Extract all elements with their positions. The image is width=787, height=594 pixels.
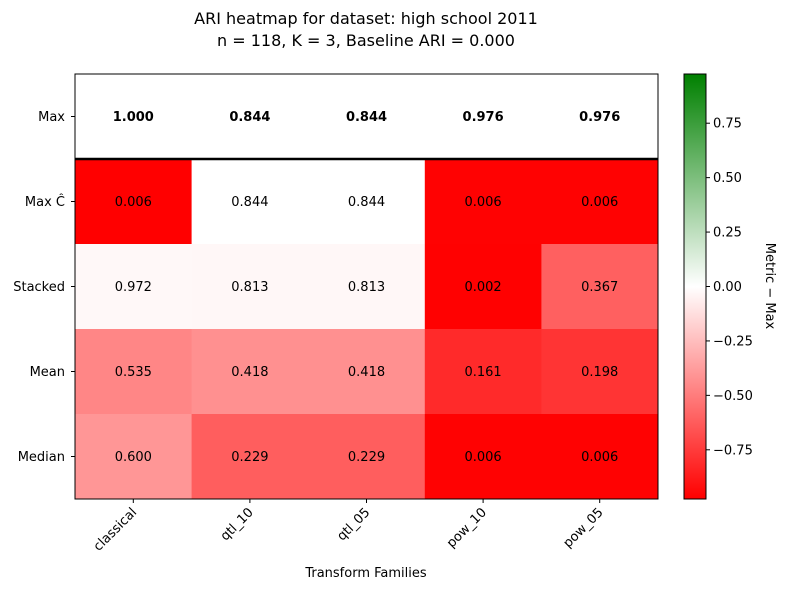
heatmap-cell <box>75 329 193 415</box>
heatmap-cell <box>424 159 542 245</box>
cell-value-label: 0.844 <box>348 195 385 210</box>
heatmap-cell-labels: 1.000 0.844 0.844 0.976 0.976 0.006 0.844 0.844… <box>113 110 621 465</box>
x-axis-label: Transform Families <box>304 566 427 581</box>
cell-value-label: 0.600 <box>115 450 152 465</box>
colorbar-tick-label: 0.00 <box>713 280 742 295</box>
colorbar-tick-label: 0.75 <box>713 117 742 132</box>
colorbar-tick-label: −0.75 <box>713 443 753 458</box>
cell-value-label: 0.844 <box>229 110 270 125</box>
cell-value-label: 0.006 <box>464 450 501 465</box>
heatmap-cell <box>541 329 659 415</box>
heatmap-cell <box>541 159 659 245</box>
colorbar-tick-label: −0.25 <box>713 334 753 349</box>
cell-value-label: 1.000 <box>113 110 154 125</box>
cell-value-label: 0.006 <box>581 450 618 465</box>
cell-value-label: 0.418 <box>231 365 268 380</box>
heatmap-cell <box>75 74 193 160</box>
heatmap-cell <box>191 244 309 330</box>
cell-value-label: 0.976 <box>579 110 620 125</box>
heatmap-cell <box>191 414 309 500</box>
x-tick-label: qtl_05 <box>334 505 373 544</box>
cell-value-label: 0.367 <box>581 280 618 295</box>
colorbar-tick-label: 0.25 <box>713 226 742 241</box>
heatmap-cells <box>75 74 659 500</box>
x-tick-label: qtl_10 <box>218 505 257 544</box>
x-tick-label: pow_10 <box>444 505 490 551</box>
heatmap-cell <box>75 414 193 500</box>
cell-value-label: 0.813 <box>348 280 385 295</box>
heatmap-cell <box>191 159 309 245</box>
colorbar-label: Metric − Max <box>762 243 777 330</box>
x-tick-label: classical <box>91 505 140 554</box>
heatmap-cell <box>541 414 659 500</box>
x-axis: classical qtl_10 qtl_05 pow_10 pow_05 <box>91 499 607 554</box>
cell-value-label: 0.813 <box>231 280 268 295</box>
y-tick-label: Stacked <box>13 280 65 295</box>
heatmap-cell <box>308 414 426 500</box>
x-tick-label: pow_05 <box>561 505 607 551</box>
colorbar-tick-label: −0.50 <box>713 389 753 404</box>
heatmap-cell <box>424 244 542 330</box>
heatmap-cell <box>424 414 542 500</box>
heatmap-cell <box>541 244 659 330</box>
cell-value-label: 0.198 <box>581 365 618 380</box>
cell-value-label: 0.535 <box>115 365 152 380</box>
heatmap-cell <box>424 74 542 160</box>
colorbar-ticks: 0.75 0.50 0.25 0.00 −0.25 −0.50 −0.75 <box>706 117 753 458</box>
y-tick-label: Max Ĉ <box>25 194 65 210</box>
y-tick-label: Max <box>38 110 65 125</box>
heatmap-cell <box>541 74 659 160</box>
colorbar-tick-label: 0.50 <box>713 171 742 186</box>
cell-value-label: 0.161 <box>464 365 501 380</box>
colorbar <box>683 73 707 500</box>
cell-value-label: 0.972 <box>115 280 152 295</box>
y-tick-label: Mean <box>30 365 65 380</box>
y-axis: Max Max Ĉ Stacked Mean Median <box>13 110 75 465</box>
chart-title-line1: ARI heatmap for dataset: high school 201… <box>194 9 538 28</box>
heatmap-cell <box>308 74 426 160</box>
heatmap-cell <box>308 244 426 330</box>
cell-value-label: 0.844 <box>231 195 268 210</box>
cell-value-label: 0.844 <box>346 110 387 125</box>
cell-value-label: 0.976 <box>463 110 504 125</box>
heatmap-cell <box>308 329 426 415</box>
heatmap-cell <box>191 329 309 415</box>
heatmap-cell <box>75 159 193 245</box>
cell-value-label: 0.418 <box>348 365 385 380</box>
cell-value-label: 0.229 <box>348 450 385 465</box>
y-tick-label: Median <box>18 450 65 465</box>
cell-value-label: 0.006 <box>115 195 152 210</box>
heatmap-cell <box>308 159 426 245</box>
cell-value-label: 0.006 <box>581 195 618 210</box>
chart-title-line2: n = 118, K = 3, Baseline ARI = 0.000 <box>217 31 515 50</box>
cell-value-label: 0.229 <box>231 450 268 465</box>
cell-value-label: 0.006 <box>464 195 501 210</box>
heatmap-cell <box>424 329 542 415</box>
heatmap-cell <box>191 74 309 160</box>
cell-value-label: 0.002 <box>464 280 501 295</box>
heatmap-cell <box>75 244 193 330</box>
